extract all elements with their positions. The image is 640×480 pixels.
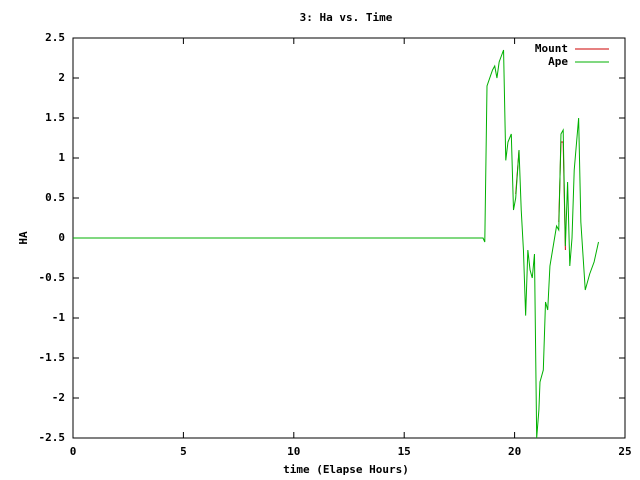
x-tick-label: 20 (508, 445, 521, 458)
legend-label: Mount (535, 42, 568, 55)
chart-title: 3: Ha vs. Time (300, 11, 393, 24)
x-tick-label: 0 (70, 445, 77, 458)
x-tick-label: 5 (180, 445, 187, 458)
y-tick-label: 1 (58, 151, 65, 164)
y-tick-label: -1.5 (39, 351, 66, 364)
y-tick-label: -2.5 (39, 431, 66, 444)
x-tick-label: 25 (618, 445, 631, 458)
y-tick-label: 0.5 (45, 191, 65, 204)
y-tick-label: 1.5 (45, 111, 65, 124)
x-axis-label: time (Elapse Hours) (283, 463, 409, 476)
y-tick-label: 2 (58, 71, 65, 84)
y-axis-label: HA (17, 231, 30, 245)
x-tick-label: 15 (398, 445, 411, 458)
y-tick-label: 2.5 (45, 31, 65, 44)
y-tick-label: -0.5 (39, 271, 66, 284)
legend-label: Ape (548, 55, 568, 68)
x-tick-label: 10 (287, 445, 300, 458)
series-line (73, 49, 599, 439)
y-tick-label: -1 (52, 311, 66, 324)
y-tick-label: 0 (58, 231, 65, 244)
y-tick-label: -2 (52, 391, 65, 404)
